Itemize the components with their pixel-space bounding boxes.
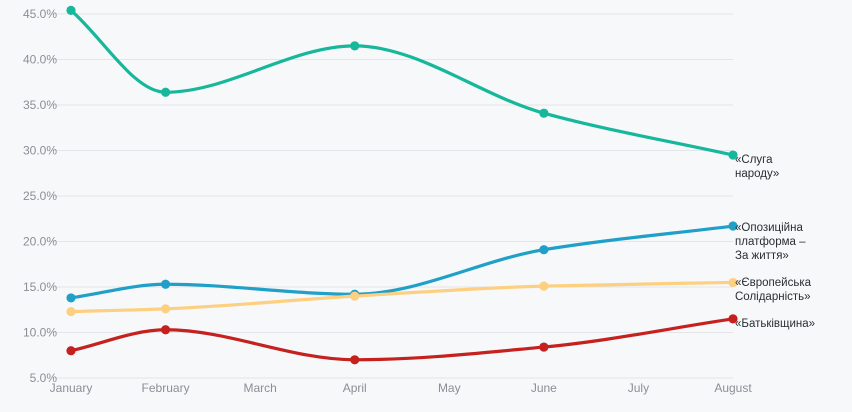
data-point[interactable] — [160, 279, 171, 289]
series-labels: «Слуга народу» «Опозиційна платформа – За жи… — [735, 154, 815, 330]
data-point[interactable] — [66, 293, 76, 303]
data-point[interactable] — [539, 281, 549, 291]
series-label: «Європейська — [735, 277, 812, 289]
series-label: Солідарність» — [735, 291, 811, 303]
series-0 — [66, 5, 738, 160]
series-label: «Опозиційна — [735, 222, 803, 234]
data-point[interactable] — [160, 304, 171, 314]
data-point[interactable] — [350, 355, 360, 365]
series-line — [69, 224, 735, 300]
y-tick-label: 25.0% — [23, 189, 57, 203]
data-point[interactable] — [728, 277, 738, 288]
x-tick-label: May — [438, 381, 461, 395]
y-tick-label: 10.0% — [23, 326, 57, 340]
x-tick-label: August — [714, 381, 752, 395]
x-tick-label: April — [343, 381, 367, 395]
series-2 — [66, 277, 738, 317]
data-point[interactable] — [728, 314, 738, 324]
series-label: платформа – — [735, 236, 806, 248]
y-tick-label: 5.0% — [30, 371, 58, 385]
data-point[interactable] — [539, 108, 549, 118]
data-point[interactable] — [350, 41, 360, 51]
y-tick-label: 15.0% — [23, 280, 57, 294]
series-3 — [66, 314, 738, 365]
data-point[interactable] — [66, 5, 76, 15]
series-1 — [66, 221, 738, 303]
data-point[interactable] — [66, 346, 76, 356]
series-line — [69, 8, 735, 157]
x-tick-label: January — [50, 381, 93, 395]
series-label: народу» — [735, 168, 779, 180]
y-tick-label: 35.0% — [23, 98, 57, 112]
y-tick-label: 20.0% — [23, 235, 57, 249]
x-tick-label: June — [531, 381, 557, 395]
data-point[interactable] — [66, 306, 76, 317]
x-tick-label: February — [142, 381, 190, 395]
data-point[interactable] — [728, 150, 738, 160]
series-group — [66, 5, 738, 365]
series-line — [69, 317, 735, 362]
data-point[interactable] — [728, 221, 738, 231]
series-label: «Батьківщина» — [735, 318, 815, 330]
series-label: «Слуга — [735, 154, 773, 166]
y-tick-label: 30.0% — [23, 144, 57, 158]
series-label: За життя» — [735, 250, 789, 262]
data-point[interactable] — [350, 291, 360, 301]
data-point[interactable] — [539, 342, 549, 352]
data-point[interactable] — [539, 245, 549, 255]
gridlines — [52, 13, 733, 379]
series-line — [69, 280, 735, 314]
y-tick-label: 45.0% — [23, 7, 57, 21]
data-point[interactable] — [160, 87, 171, 97]
x-axis-ticks: January February March April May June July Augu… — [50, 381, 753, 395]
y-axis-ticks: 5.0% 10.0% 15.0% 20.0% 25.0% 30.0% 35.0% 40.0% 4… — [23, 7, 57, 385]
x-tick-label: July — [628, 381, 649, 395]
x-tick-label: March — [243, 381, 276, 395]
y-tick-label: 40.0% — [23, 53, 57, 67]
data-point[interactable] — [160, 325, 171, 335]
